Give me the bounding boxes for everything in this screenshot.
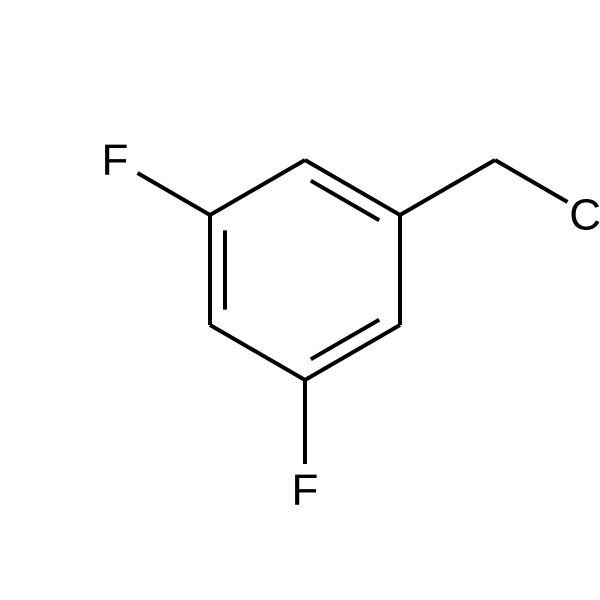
bond (210, 160, 305, 215)
atom-label-cl: Cl (569, 191, 600, 240)
atom-label-f: F (102, 136, 129, 185)
bond (311, 181, 379, 221)
molecule-diagram: F F Cl (0, 0, 600, 600)
bond (138, 173, 210, 215)
bond (311, 320, 379, 360)
bond (210, 325, 305, 380)
atom-label-f: F (292, 466, 319, 515)
bond (495, 160, 567, 202)
bond (400, 160, 495, 215)
